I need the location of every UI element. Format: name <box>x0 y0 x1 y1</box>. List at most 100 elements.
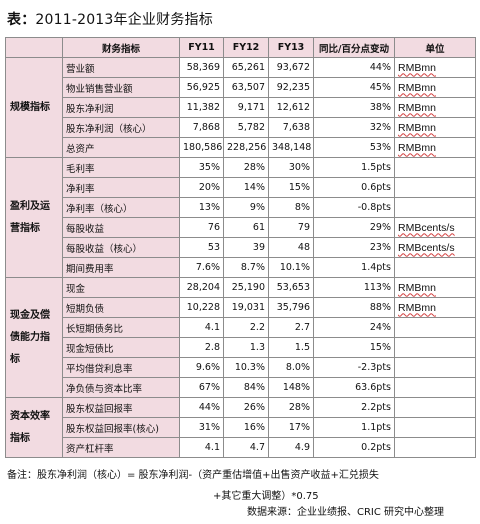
fy11-value: 4.1 <box>179 437 224 458</box>
unit-value <box>394 377 476 398</box>
indicator-label: 股东净利润（核心） <box>62 117 180 138</box>
fy13-value: 53,653 <box>268 277 314 298</box>
fy13-value: 148% <box>268 377 314 398</box>
financial-indicators-table: 财务指标 FY11 FY12 FY13 同比/百分点变动 单位 规模指标 营业额 5… <box>5 37 476 458</box>
unit-value: RMBmn <box>394 137 476 158</box>
fy13-value: 12,612 <box>268 97 314 118</box>
change-value: 32% <box>313 117 395 138</box>
fy11-value: 4.1 <box>179 317 224 338</box>
fy11-value: 28,204 <box>179 277 224 298</box>
table-row: 规模指标 营业额 58,369 65,261 93,672 44% RMBmn <box>5 57 476 158</box>
indicator-label: 股东权益回报率(核心) <box>62 417 180 438</box>
unit-value <box>394 177 476 198</box>
unit-value: RMBmn <box>394 97 476 118</box>
header-fy13: FY13 <box>268 37 314 58</box>
group-label: 盈利及运营指标 <box>5 157 63 278</box>
table-row: 每股收益（核心） 53 39 48 23% RMBcents/s <box>6 237 476 258</box>
change-value: 1.4pts <box>313 257 395 278</box>
change-value: 88% <box>313 297 395 318</box>
unit-value <box>394 357 476 378</box>
table-row: 期间费用率 7.6% 8.7% 10.1% 1.4pts <box>6 257 476 278</box>
change-value: 113% <box>313 277 395 298</box>
fy12-value: 84% <box>223 377 269 398</box>
fy12-value: 228,256 <box>223 137 269 158</box>
fy13-value: 17% <box>268 417 314 438</box>
fy11-value: 56,925 <box>179 77 224 98</box>
table-row: 股东净利润（核心） 7,868 5,782 7,638 32% RMBmn <box>6 117 476 138</box>
table-row: 股东权益回报率(核心) 31% 16% 17% 1.1pts <box>6 417 476 438</box>
fy12-value: 9,171 <box>223 97 269 118</box>
fy12-value: 61 <box>223 217 269 238</box>
change-value: 38% <box>313 97 395 118</box>
table-row: 盈利及运营指标 毛利率 35% 28% 30% 1.5pts <box>5 157 476 278</box>
fy11-value: 44% <box>179 397 224 418</box>
indicator-label: 股东净利润 <box>62 97 180 118</box>
fy11-value: 20% <box>179 177 224 198</box>
table-row: 平均借贷利息率 9.6% 10.3% 8.0% -2.3pts <box>6 357 476 378</box>
group-label: 规模指标 <box>5 57 63 158</box>
fy13-value: 28% <box>268 397 314 418</box>
fy13-value: 15% <box>268 177 314 198</box>
fy13-value: 8.0% <box>268 357 314 378</box>
fy11-value: 31% <box>179 417 224 438</box>
unit-value: RMBmn <box>394 77 476 98</box>
footnote-line2: +其它重大调整）*0.75 <box>213 491 319 502</box>
table-row: 现金及偿债能力指标 现金 28,204 25,190 53,653 113% RMBmn <box>5 277 476 398</box>
table-title-text: 2011-2013年企业财务指标 <box>35 12 213 28</box>
unit-value: RMBcents/s <box>394 237 476 258</box>
fy13-value: 93,672 <box>268 57 314 78</box>
unit-value <box>394 257 476 278</box>
indicator-label: 每股收益 <box>62 217 180 238</box>
fy11-value: 53 <box>179 237 224 258</box>
fy13-value: 1.5 <box>268 337 314 358</box>
indicator-label: 资产杠杆率 <box>62 437 180 458</box>
fy13-value: 7,638 <box>268 117 314 138</box>
change-value: 1.5pts <box>313 157 395 178</box>
header-row: 财务指标 FY11 FY12 FY13 同比/百分点变动 单位 <box>5 37 476 58</box>
fy11-value: 76 <box>179 217 224 238</box>
fy12-value: 26% <box>223 397 269 418</box>
table-row: 净利率 20% 14% 15% 0.6pts <box>6 177 476 198</box>
change-value: 23% <box>313 237 395 258</box>
header-fy12: FY12 <box>223 37 269 58</box>
fy12-value: 39 <box>223 237 269 258</box>
table-row: 短期负债 10,228 19,031 35,796 88% RMBmn <box>6 297 476 318</box>
fy12-value: 28% <box>223 157 269 178</box>
table-title-prefix: 表： <box>7 12 36 28</box>
change-value: 0.6pts <box>313 177 395 198</box>
indicator-label: 期间费用率 <box>62 257 180 278</box>
fy12-value: 4.7 <box>223 437 269 458</box>
fy11-value: 35% <box>179 157 224 178</box>
header-change: 同比/百分点变动 <box>313 37 395 58</box>
indicator-label: 毛利率 <box>62 157 180 178</box>
change-value: 29% <box>313 217 395 238</box>
fy11-value: 2.8 <box>179 337 224 358</box>
data-source: 数据来源：企业业绩报、CRIC 研究中心整理 <box>247 507 445 518</box>
indicator-label: 物业销售营业额 <box>62 77 180 98</box>
fy11-value: 7.6% <box>179 257 224 278</box>
table-row: 资本效率指标 股东权益回报率 44% 26% 28% 2.2pts <box>5 397 476 458</box>
footnote-line1: 备注：股东净利润（核心）= 股东净利润-（资产重估增值+出售资产收益+汇兑损失 <box>7 470 379 481</box>
table-row: 长短期债务比 4.1 2.2 2.7 24% <box>6 317 476 338</box>
fy13-value: 92,235 <box>268 77 314 98</box>
change-value: 53% <box>313 137 395 158</box>
fy13-value: 35,796 <box>268 297 314 318</box>
change-value: 15% <box>313 337 395 358</box>
table-body: 规模指标 营业额 58,369 65,261 93,672 44% RMBmn 物业销售营业额… <box>5 57 476 458</box>
fy13-value: 79 <box>268 217 314 238</box>
fy12-value: 14% <box>223 177 269 198</box>
unit-value <box>394 157 476 178</box>
table-row: 股东净利润 11,382 9,171 12,612 38% RMBmn <box>6 97 476 118</box>
unit-value: RMBmn <box>394 117 476 138</box>
change-value: 45% <box>313 77 395 98</box>
header-group <box>5 37 63 58</box>
unit-value <box>394 397 476 418</box>
change-value: 2.2pts <box>313 397 395 418</box>
indicator-label: 每股收益（核心） <box>62 237 180 258</box>
unit-value: RMBmn <box>394 277 476 298</box>
fy11-value: 58,369 <box>179 57 224 78</box>
fy11-value: 180,586 <box>179 137 224 158</box>
group-label: 现金及偿债能力指标 <box>5 277 63 398</box>
indicator-label: 平均借贷利息率 <box>62 357 180 378</box>
fy13-value: 10.1% <box>268 257 314 278</box>
